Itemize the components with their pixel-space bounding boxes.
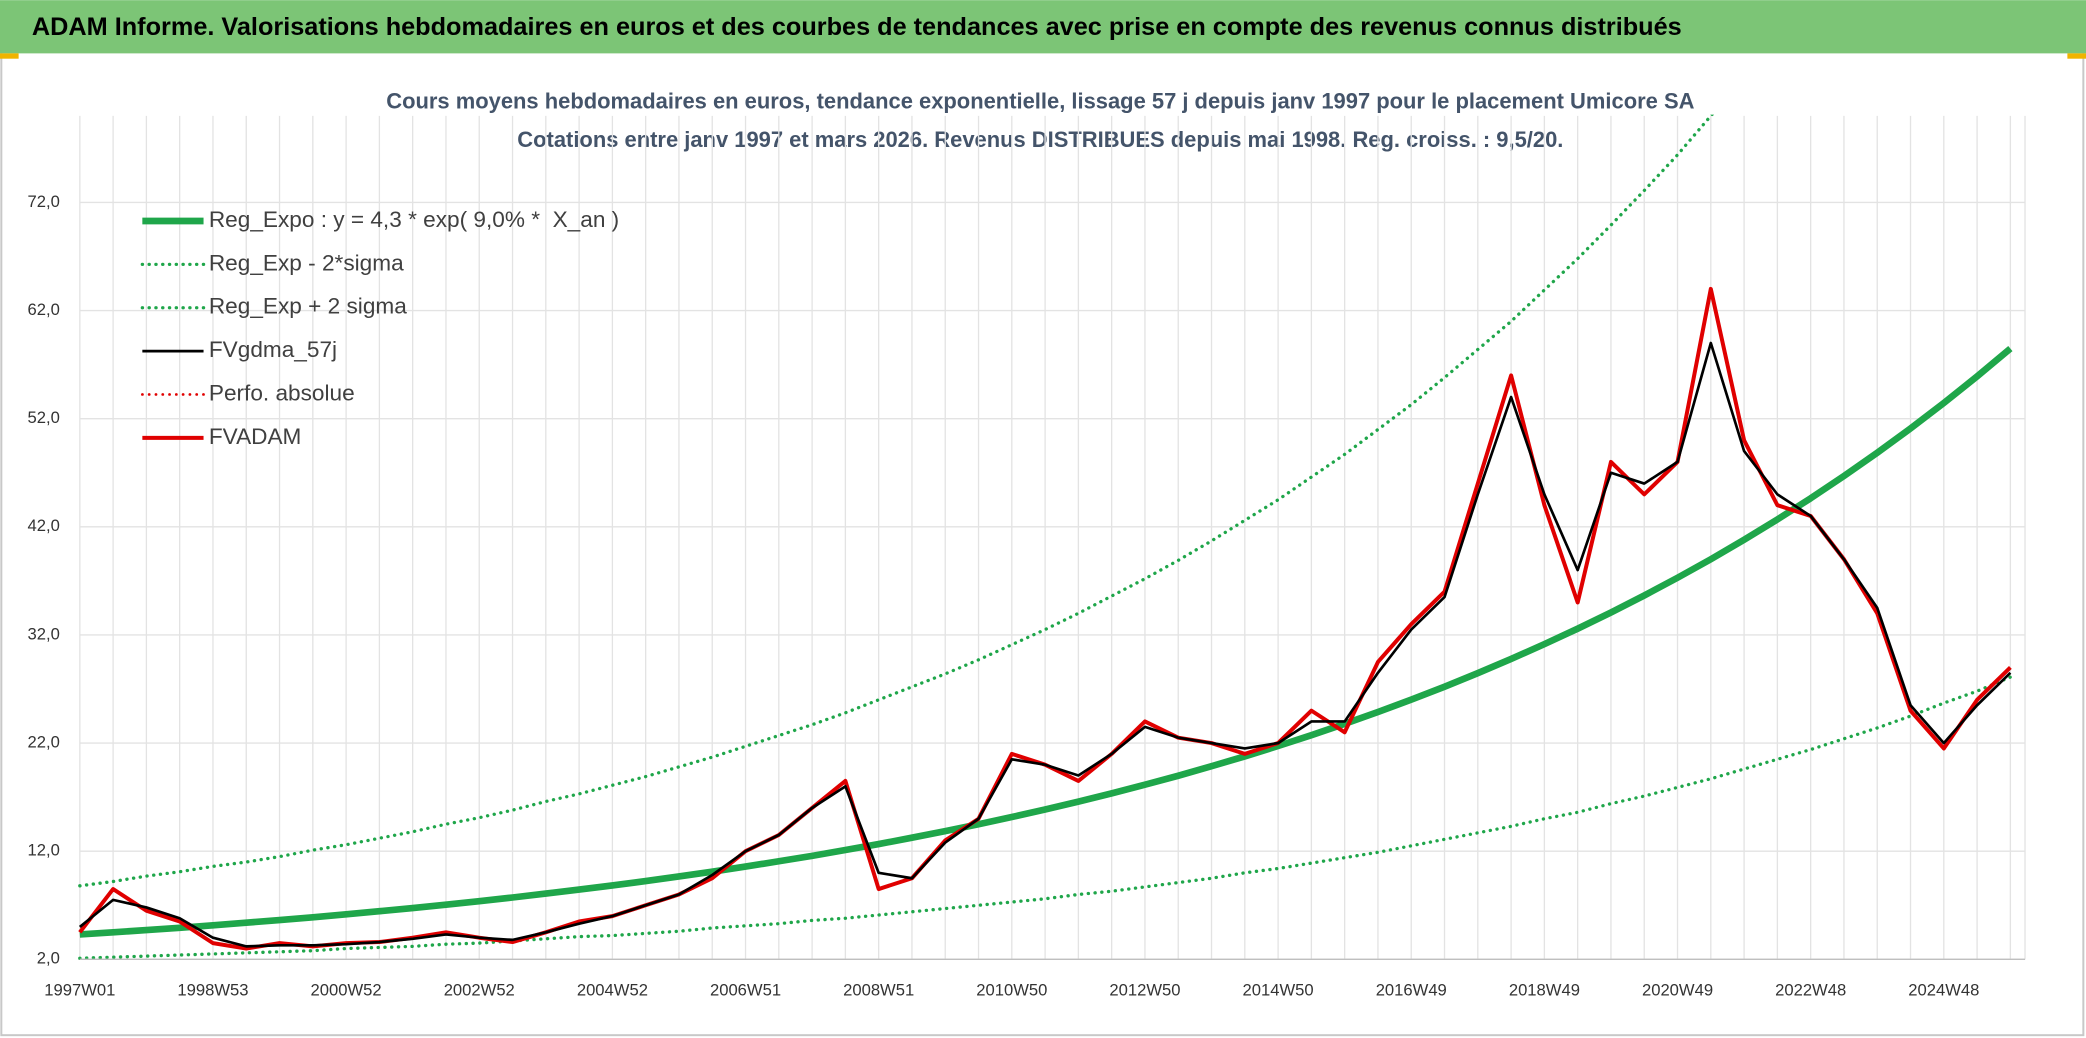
series-line — [79, 346, 2013, 938]
x-tick-label: 2016W49 — [1376, 981, 1447, 1000]
y-tick-label: 42,0 — [28, 516, 60, 535]
y-tick-label: 12,0 — [28, 841, 60, 860]
series-line — [78, 341, 2012, 948]
x-tick-label: 2012W50 — [1109, 981, 1180, 1000]
header-title: ADAM Informe. Valorisations hebdomadaire… — [32, 13, 1682, 41]
y-tick-label: 52,0 — [28, 408, 60, 427]
x-tick-label: 2008W51 — [843, 981, 914, 1000]
series-line — [78, 675, 2013, 960]
series-line — [78, 114, 1715, 888]
y-tick-label: 32,0 — [28, 624, 60, 643]
grid — [79, 115, 2026, 961]
legend-label: FVgdma_57j — [209, 337, 337, 362]
y-tick-label: 22,0 — [28, 732, 60, 751]
x-tick-label: 1997W01 — [44, 981, 115, 1000]
legend-label: Reg_Expo : y = 4,3 * exp( 9,0% * X_an ) — [209, 207, 619, 232]
x-tick-label: 1998W53 — [177, 981, 248, 1000]
plot-area — [78, 114, 2013, 960]
x-tick-label: 2000W52 — [311, 981, 382, 1000]
y-tick-label: 62,0 — [28, 300, 60, 319]
x-tick-label: 2004W52 — [577, 981, 648, 1000]
y-tick-label: 72,0 — [28, 192, 60, 211]
x-tick-label: 2022W48 — [1775, 981, 1846, 1000]
x-tick-label: 2024W48 — [1908, 981, 1979, 1000]
corner-mark — [2067, 53, 2086, 59]
legend-label: Reg_Exp + 2 sigma — [209, 294, 407, 319]
chart-subtitle: Cotations entre janv 1997 et mars 2026. … — [517, 127, 1563, 152]
legend-label: Perfo. absolue — [209, 380, 355, 405]
x-tick-label: 2006W51 — [710, 981, 781, 1000]
header-band — [0, 0, 2086, 54]
x-tick-label: 2002W52 — [444, 981, 515, 1000]
axes: 1997W01 1998W53 2000W52 2002W52 2004W52 2006W… — [28, 192, 2026, 1000]
corner-mark — [0, 53, 19, 59]
x-tick-label: 2014W50 — [1243, 981, 1314, 1000]
y-tick-label: 2,0 — [37, 949, 60, 968]
x-tick-label: 2018W49 — [1509, 981, 1580, 1000]
x-tick-label: 2020W49 — [1642, 981, 1713, 1000]
legend-label: FVADAM — [209, 424, 302, 449]
legend-label: Reg_Exp - 2*sigma — [209, 250, 404, 275]
x-tick-label: 2010W50 — [976, 981, 1047, 1000]
chart-title: Cours moyens hebdomadaires en euros, ten… — [386, 88, 1694, 113]
legend: Reg_Expo : y = 4,3 * exp( 9,0% * X_an ) R… — [140, 207, 619, 449]
